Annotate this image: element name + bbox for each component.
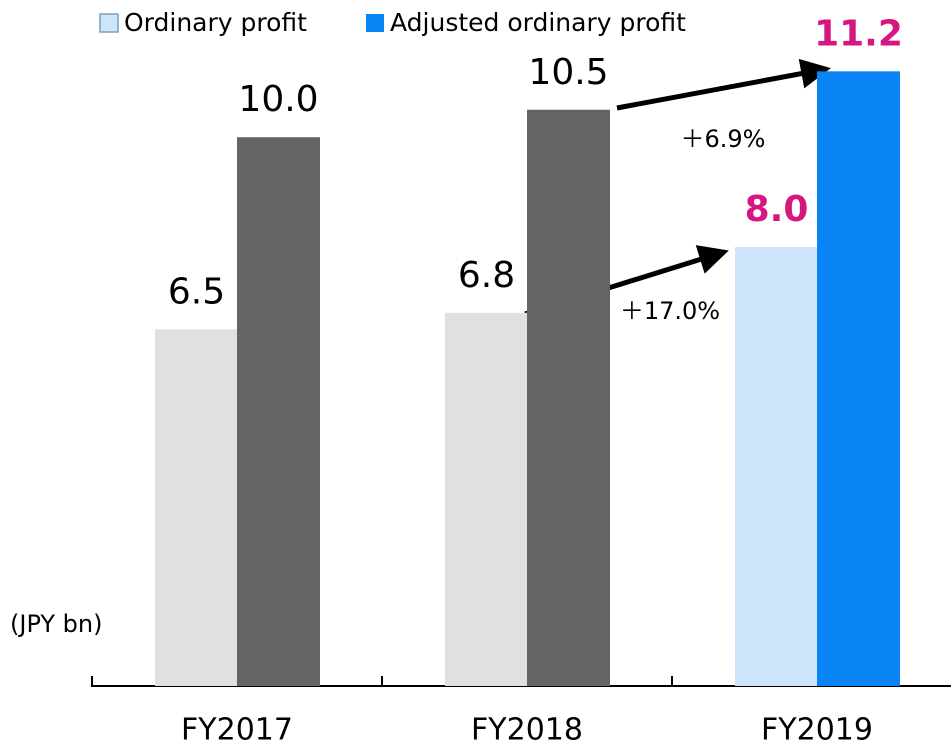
bar — [155, 329, 238, 686]
bar — [735, 246, 818, 686]
x-tick-label: FY2018 — [471, 713, 583, 748]
annotation: ＋17.0% — [620, 297, 720, 325]
legend-swatch — [366, 14, 384, 32]
value-label: 8.0 — [745, 189, 809, 230]
growth-arrow — [616, 58, 831, 111]
legend-label: Adjusted ordinary profit — [390, 8, 686, 37]
bar — [817, 71, 900, 687]
bar — [445, 312, 528, 686]
unit-label: (JPY bn) — [10, 610, 102, 638]
annotation: ＋6.9% — [681, 125, 766, 153]
value-label: 10.0 — [238, 79, 318, 120]
legend-label: Ordinary profit — [124, 8, 307, 37]
value-label: 6.8 — [458, 255, 515, 296]
x-tick-label: FY2019 — [761, 713, 873, 748]
value-label: 6.5 — [168, 271, 225, 312]
value-label: 11.2 — [814, 13, 903, 54]
bar — [237, 137, 320, 686]
legend-swatch — [99, 13, 119, 33]
bar — [527, 109, 610, 686]
value-label: 10.5 — [528, 52, 608, 93]
x-tick-label: FY2017 — [181, 713, 293, 748]
